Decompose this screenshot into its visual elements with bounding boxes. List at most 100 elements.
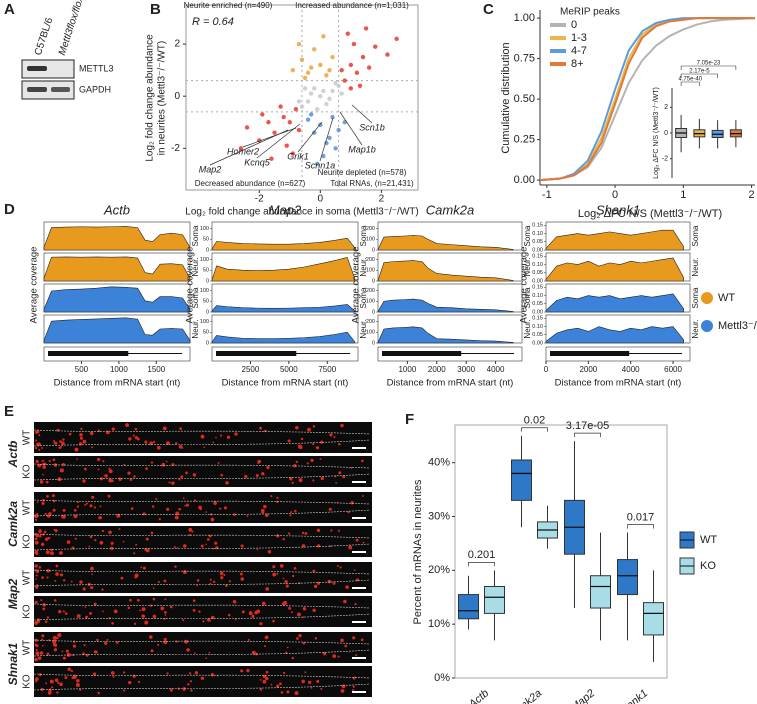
gene-label: Shnak1	[6, 642, 20, 685]
x-axis-label: Log₂ ΔFC N/S (Mettl3⁻/⁻/WT)	[578, 208, 722, 220]
puncta	[35, 677, 39, 681]
gene-label: Homer2	[227, 146, 259, 156]
y-tick-label: 100	[200, 257, 209, 263]
puncta	[336, 565, 339, 567]
puncta	[166, 672, 169, 675]
x-tick-label: 0	[612, 189, 618, 201]
point	[339, 67, 344, 73]
puncta	[34, 643, 38, 647]
y-tick-label: 0.00	[514, 174, 535, 186]
box	[511, 459, 532, 501]
panel-letter: C	[483, 1, 494, 18]
puncta	[73, 509, 77, 512]
point	[333, 146, 338, 151]
puncta	[61, 650, 64, 653]
puncta	[137, 680, 141, 684]
puncta	[196, 579, 200, 582]
x-tick-label: 2	[379, 194, 385, 205]
puncta	[316, 679, 320, 683]
puncta	[76, 458, 78, 460]
puncta	[312, 425, 316, 428]
puncta	[342, 475, 346, 479]
puncta	[64, 676, 68, 680]
point	[321, 153, 326, 159]
point	[354, 70, 360, 75]
y-tick-label: 40%	[428, 457, 450, 469]
legend-label: 1-3	[571, 32, 587, 44]
puncta	[76, 501, 79, 504]
puncta	[171, 481, 175, 485]
track-label: Soma	[691, 225, 700, 246]
puncta	[34, 551, 38, 555]
puncta	[341, 684, 346, 689]
puncta	[290, 611, 293, 614]
point	[336, 83, 341, 88]
puncta	[152, 614, 157, 619]
puncta	[83, 644, 86, 647]
puncta	[139, 609, 141, 612]
y-tick-label: 0.00	[532, 340, 543, 346]
bracket	[680, 65, 737, 70]
puncta	[355, 538, 359, 542]
puncta	[43, 530, 47, 534]
lane-label: C57BL/6	[33, 16, 56, 57]
leader-line	[297, 121, 323, 153]
puncta	[300, 437, 304, 441]
puncta	[45, 682, 48, 685]
coverage-area	[211, 237, 356, 251]
micrograph	[34, 492, 372, 523]
point	[360, 54, 366, 60]
y-tick-label: 0	[372, 247, 375, 253]
bracket	[521, 427, 548, 432]
puncta	[347, 511, 350, 514]
puncta	[295, 425, 299, 430]
puncta	[35, 574, 38, 577]
puncta	[272, 572, 277, 577]
gene-label: Map2	[199, 164, 222, 174]
puncta	[90, 566, 94, 571]
x-tick-label: Shank1	[614, 687, 650, 704]
y-tick-label: 0.15	[532, 316, 543, 322]
puncta	[62, 438, 65, 441]
blot-band-box	[21, 80, 75, 100]
x-tick-label: 4000	[487, 365, 505, 374]
puncta	[164, 614, 167, 616]
puncta	[276, 496, 279, 499]
puncta	[327, 579, 332, 584]
band-label: GAPDH	[79, 84, 111, 94]
puncta	[85, 502, 88, 505]
puncta	[228, 580, 231, 583]
puncta	[101, 529, 105, 533]
gene-label: Actb	[6, 441, 20, 469]
y-tick-label: 0	[664, 130, 668, 137]
puncta	[76, 505, 80, 508]
puncta	[199, 508, 202, 511]
point	[269, 156, 274, 161]
puncta	[38, 673, 42, 677]
y-tick-label: 0.75	[514, 53, 535, 65]
legend-label: WT	[718, 292, 735, 304]
puncta	[260, 679, 262, 681]
track-label: Soma	[191, 225, 200, 246]
micrograph	[34, 596, 372, 627]
coverage-area	[545, 257, 684, 282]
puncta	[57, 634, 59, 637]
puncta	[46, 576, 49, 579]
puncta	[184, 504, 186, 507]
x-tick-label: 0	[318, 194, 324, 205]
puncta	[182, 570, 187, 574]
puncta	[200, 676, 205, 680]
puncta	[88, 545, 91, 548]
puncta	[152, 597, 156, 601]
puncta	[255, 474, 259, 478]
puncta	[46, 568, 50, 573]
p-value: 2.17e-5	[689, 69, 710, 75]
puncta	[188, 672, 192, 675]
gene-label: Map2	[6, 578, 20, 609]
puncta	[94, 539, 97, 542]
puncta	[34, 569, 38, 572]
puncta	[254, 610, 259, 615]
coverage-area	[545, 229, 684, 251]
y-tick-label: 0.00	[532, 247, 543, 253]
puncta	[106, 638, 109, 641]
